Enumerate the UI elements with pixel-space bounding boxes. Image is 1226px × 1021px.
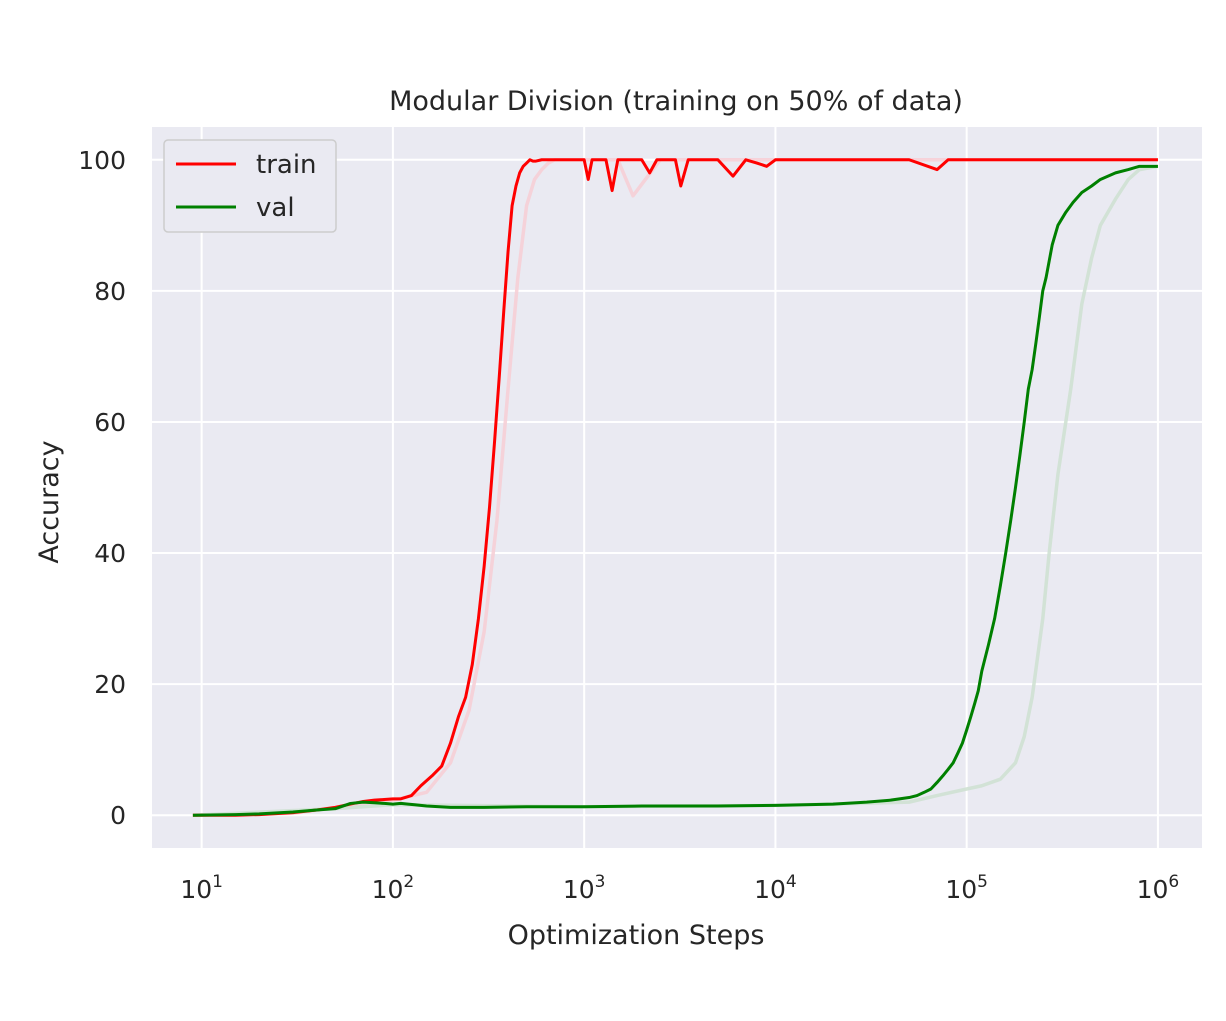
x-tick-label: 106 — [1137, 872, 1180, 904]
y-tick-label: 80 — [94, 277, 126, 306]
chart-title: Modular Division (training on 50% of dat… — [389, 86, 963, 117]
y-tick-label: 60 — [94, 408, 126, 437]
y-tick-label: 20 — [94, 670, 126, 699]
train-line — [192, 158, 1158, 817]
x-tick-label: 104 — [754, 872, 797, 904]
plot-area — [152, 127, 1202, 848]
x-axis-label: Optimization Steps — [508, 920, 765, 951]
legend-val-label: val — [256, 193, 295, 223]
x-tick-label: 103 — [563, 872, 606, 904]
y-tick-label: 0 — [110, 801, 126, 830]
x-tick-label: 101 — [180, 872, 223, 904]
tick-labels: 0 20 40 60 80 100 101 102 103 104 105 106 — [78, 146, 1179, 904]
y-tick-label: 100 — [78, 146, 126, 175]
legend: train val — [163, 139, 337, 233]
series-layer — [192, 158, 1159, 817]
legend-train-label: train — [256, 150, 317, 180]
y-tick-label: 40 — [94, 539, 126, 568]
x-tick-label: 102 — [372, 872, 415, 904]
x-tick-label: 105 — [945, 872, 988, 904]
val-line — [192, 164, 1158, 817]
y-axis-label: Accuracy — [34, 440, 65, 563]
